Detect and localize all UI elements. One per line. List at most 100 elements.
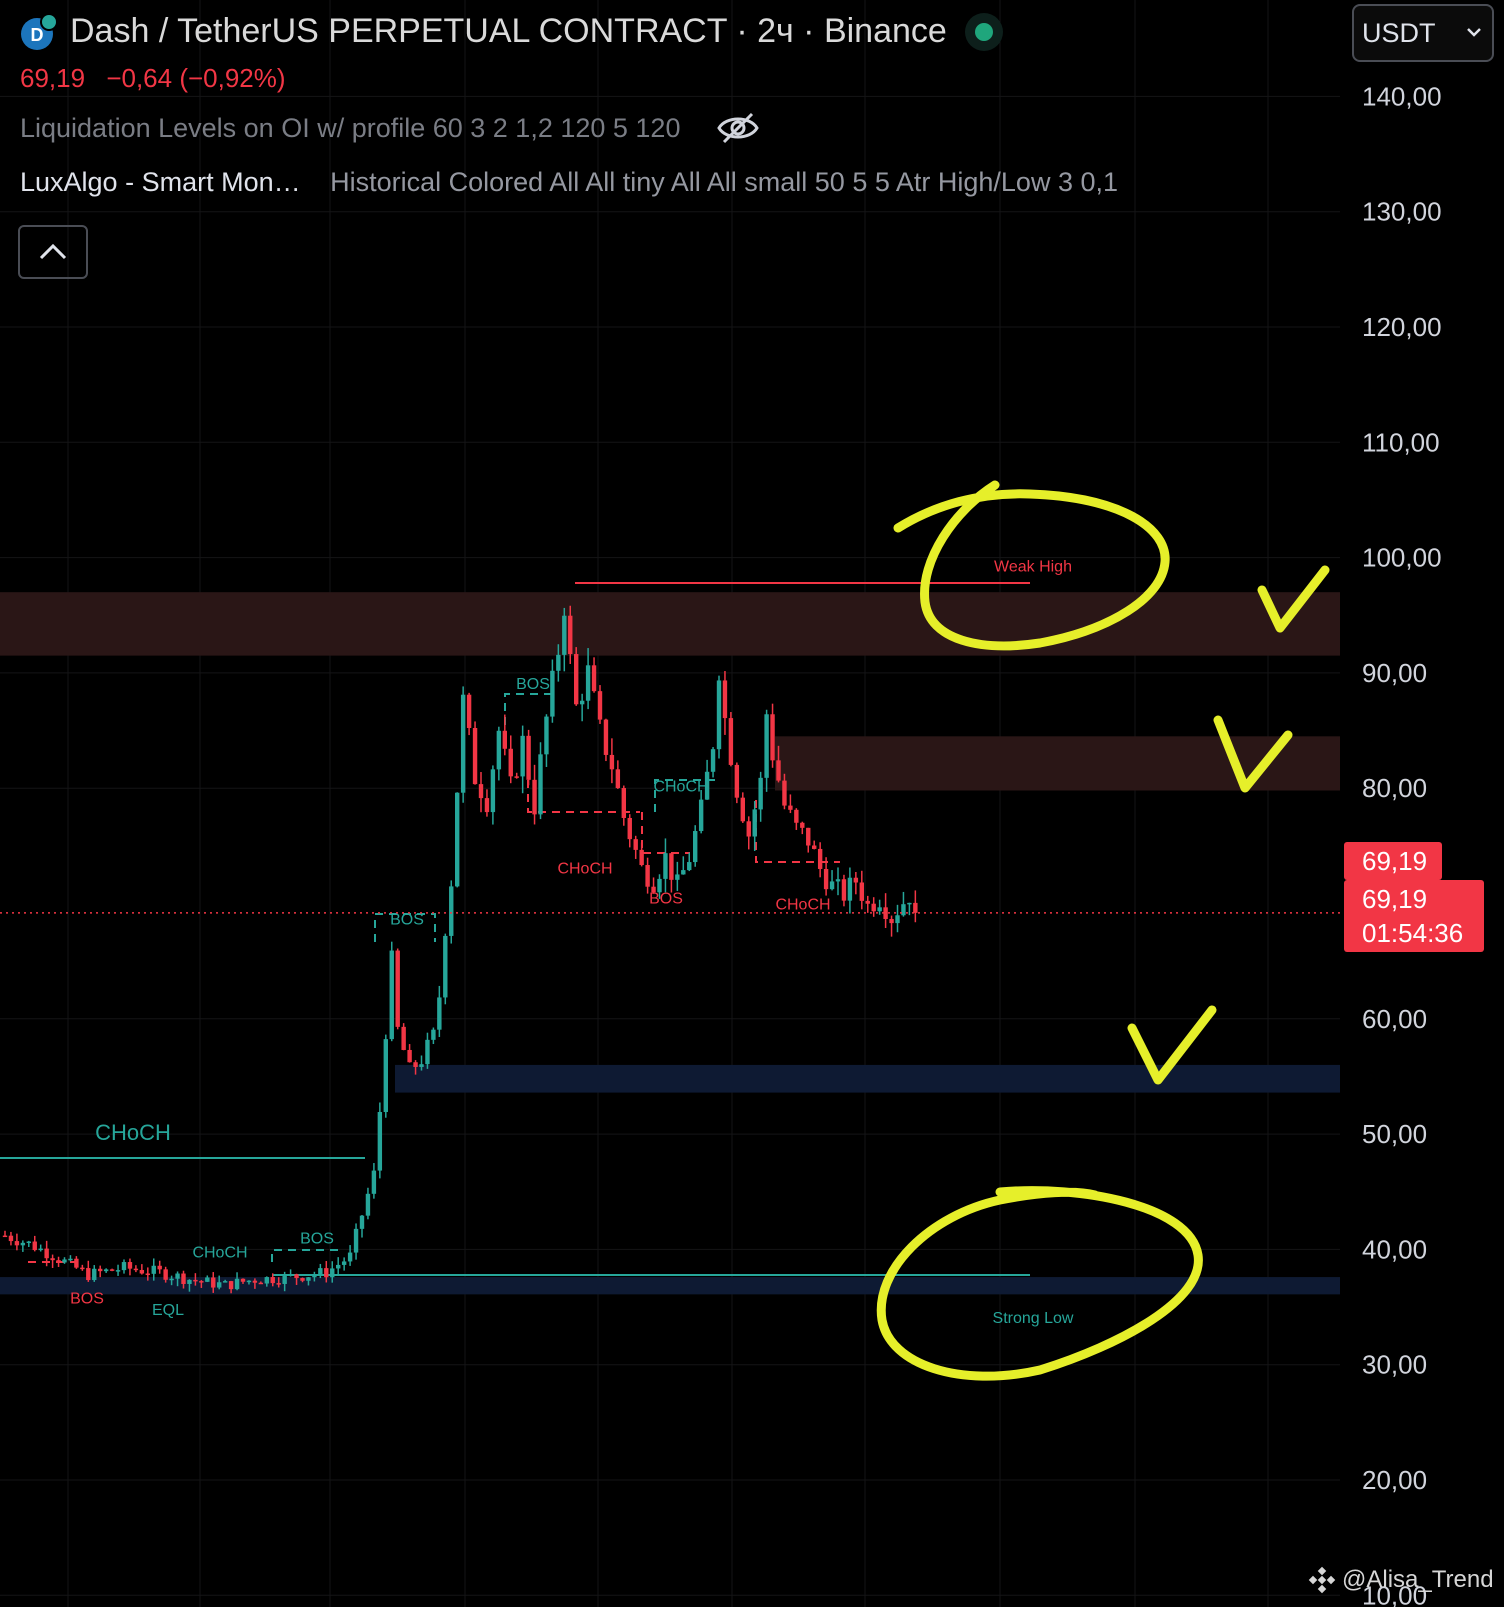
candle-body-106 — [633, 839, 638, 850]
structure-label-3: BOS — [516, 676, 550, 693]
candle-body-17 — [103, 1269, 109, 1272]
candle-body-104 — [621, 788, 626, 818]
last-price-tag-value: 69,19 — [1362, 846, 1428, 876]
candle-body-117 — [698, 799, 704, 832]
last-price-tag: 69,19 — [1344, 842, 1442, 880]
collapse-legend-button[interactable] — [18, 225, 88, 279]
bar-countdown: 01:54:36 — [1362, 918, 1464, 948]
structure-label-6: BOS — [649, 891, 683, 908]
structure-label-9: CHoCH — [192, 1244, 247, 1261]
candle-body-137 — [817, 848, 823, 869]
watermark: @Alisa_Trend — [1308, 1566, 1494, 1594]
candle-body-127 — [758, 777, 763, 810]
candle-body-33 — [199, 1281, 204, 1283]
candle-body-103 — [615, 769, 621, 789]
indicator-luxalgo-args: Historical Colored All All tiny All All … — [330, 167, 1118, 197]
check-mark-3 — [1127, 1005, 1217, 1085]
candle-body-105 — [627, 817, 632, 840]
candle-body-120 — [716, 680, 722, 750]
candle-body-140 — [835, 879, 841, 882]
candle-body-31 — [187, 1279, 192, 1284]
candle-body-14 — [86, 1268, 91, 1281]
candle-body-4 — [26, 1241, 31, 1244]
candle-body-116 — [693, 831, 698, 863]
candle-body-149 — [889, 919, 894, 924]
candle-body-72 — [431, 1029, 436, 1040]
candle-body-21 — [127, 1262, 133, 1269]
structure-label-8: BOS — [390, 911, 424, 928]
symbol-title[interactable]: Dash / TetherUS PERPETUAL CONTRACT · 2ч … — [70, 12, 947, 50]
price-change: −0,64 (−0,92%) — [106, 63, 286, 93]
candle-body-20 — [121, 1262, 127, 1271]
candle-body-12 — [74, 1258, 79, 1268]
candle-body-77 — [460, 694, 466, 793]
candle-body-129 — [770, 714, 775, 761]
binance-logo-icon — [1308, 1566, 1336, 1594]
candle-body-147 — [877, 907, 882, 912]
eye-hidden-icon[interactable] — [716, 110, 760, 146]
candle-body-32 — [193, 1279, 198, 1282]
candle-body-73 — [437, 997, 442, 1030]
candle-body-118 — [704, 771, 710, 800]
candle-body-125 — [746, 821, 751, 837]
candle-body-46 — [276, 1283, 281, 1285]
candle-body-110 — [657, 878, 662, 893]
candle-body-80 — [478, 784, 484, 799]
candle-body-124 — [740, 797, 745, 822]
candles — [2, 605, 918, 1294]
candle-body-71 — [425, 1039, 430, 1065]
candle-body-42 — [252, 1280, 258, 1283]
candle-body-86 — [514, 776, 519, 778]
candle-body-56 — [336, 1264, 341, 1269]
candle-body-0 — [2, 1235, 8, 1238]
y-tick-label-9: 40,00 — [1362, 1234, 1427, 1264]
structure-label-7: CHoCH — [775, 896, 830, 913]
chevron-up-icon — [39, 243, 67, 260]
structure-label-2: CHoCH — [95, 1120, 171, 1145]
candle-body-134 — [800, 822, 805, 828]
candle-body-136 — [812, 845, 817, 849]
candle-body-66 — [395, 950, 400, 1027]
candle-body-57 — [341, 1261, 347, 1265]
candle-body-35 — [211, 1277, 216, 1288]
candle-body-38 — [228, 1281, 234, 1290]
candle-body-144 — [859, 882, 864, 901]
candle-body-107 — [639, 849, 644, 866]
candle-body-98 — [585, 665, 591, 701]
y-tick-label-0: 140,00 — [1362, 81, 1442, 111]
candle-body-13 — [80, 1267, 85, 1270]
candle-body-123 — [734, 764, 740, 798]
indicator-liquidation-label: Liquidation Levels on OI w/ profile 60 3… — [20, 112, 681, 143]
candle-body-28 — [169, 1278, 174, 1281]
candle-body-130 — [776, 760, 781, 781]
indicator-liquidation-levels[interactable]: Liquidation Levels on OI w/ profile 60 3… — [20, 110, 760, 146]
candle-body-148 — [883, 907, 888, 920]
indicator-luxalgo[interactable]: LuxAlgo - Smart Mon… Historical Colored … — [20, 167, 1118, 198]
candle-body-49 — [294, 1274, 299, 1279]
candle-body-133 — [794, 809, 799, 823]
current-price-tag: 69,19 01:54:36 — [1344, 880, 1484, 952]
candle-body-82 — [490, 769, 496, 813]
candle-body-90 — [538, 754, 543, 815]
currency-select[interactable]: USDT — [1352, 4, 1494, 62]
bos-box-5 — [271, 1249, 340, 1262]
candle-body-89 — [532, 779, 537, 815]
structure-label-10: BOS — [300, 1231, 334, 1248]
candle-body-135 — [806, 827, 811, 846]
dash-logo-icon: D — [21, 12, 58, 50]
candle-body-75 — [449, 886, 454, 936]
candle-body-121 — [722, 680, 728, 719]
candle-body-63 — [377, 1112, 383, 1171]
zone-supply-0 — [0, 592, 1340, 656]
candle-body-74 — [443, 935, 448, 998]
chevron-down-icon — [1467, 28, 1481, 37]
candle-body-92 — [550, 670, 555, 717]
candle-body-150 — [895, 915, 900, 924]
y-tick-label-2: 120,00 — [1362, 312, 1442, 342]
candle-body-60 — [359, 1215, 365, 1229]
candle-body-101 — [603, 719, 609, 755]
candle-body-45 — [270, 1277, 275, 1284]
candle-body-76 — [455, 792, 460, 887]
candle-body-112 — [669, 853, 674, 880]
